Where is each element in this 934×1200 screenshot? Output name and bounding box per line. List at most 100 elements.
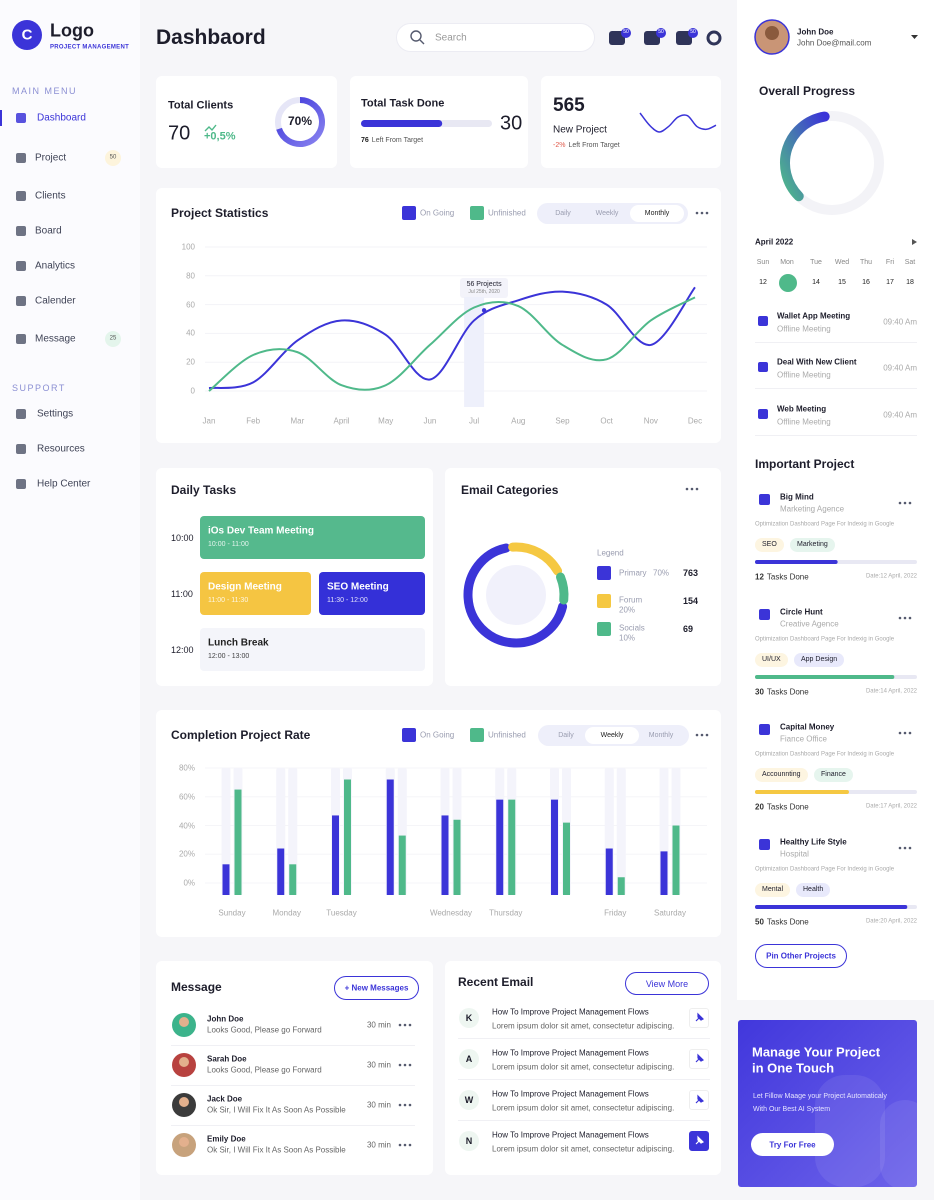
weekday: Fri xyxy=(885,258,895,266)
project-icon xyxy=(759,724,770,735)
legend-count: 763 xyxy=(683,567,699,578)
promo-text: Let Fillow Maage your Project Automatica… xyxy=(753,1092,887,1100)
calendar-date[interactable]: 12 xyxy=(759,278,767,286)
tab[interactable]: Daily xyxy=(555,209,571,217)
view-more-button[interactable] xyxy=(625,972,709,995)
project-icon xyxy=(759,609,770,620)
menu-item[interactable]: Calender xyxy=(35,295,76,307)
email-body: Lorem ipsum dolor sit amet, consectetur … xyxy=(492,1021,675,1031)
target-note: 76 Left From Target xyxy=(361,137,423,145)
menu-icon xyxy=(16,296,26,306)
task-block[interactable] xyxy=(200,628,425,671)
email-body: Lorem ipsum dolor sit amet, consectetur … xyxy=(492,1144,675,1154)
stat-title: Total Task Done xyxy=(361,97,445,110)
tasks-label: Tasks Done xyxy=(766,917,809,927)
calendar-date[interactable]: 13 xyxy=(783,278,791,286)
promo-button[interactable] xyxy=(751,1133,834,1156)
menu-item[interactable]: Dashboard xyxy=(37,112,86,124)
tab[interactable]: Monthly xyxy=(644,209,670,217)
active-indicator xyxy=(0,110,2,126)
calendar-date[interactable]: 14 xyxy=(812,278,820,286)
menu-item[interactable]: Resources xyxy=(37,443,85,455)
promo-decoration xyxy=(880,1100,930,1190)
menu-item[interactable]: Message xyxy=(35,333,76,345)
x-tick-label: Mar xyxy=(290,416,305,426)
task-block[interactable] xyxy=(319,572,425,615)
menu-title: MAIN MENU xyxy=(12,85,77,96)
tasks-number: 30 xyxy=(755,687,764,697)
tab[interactable]: Weekly xyxy=(595,209,619,217)
menu-item[interactable]: Help Center xyxy=(37,478,91,490)
menu-item[interactable]: Clients xyxy=(35,190,66,202)
tab[interactable]: Weekly xyxy=(600,731,624,739)
project-tag: SEO xyxy=(755,537,784,553)
notification-count: 50 xyxy=(690,29,696,36)
project-date: Date:12 April, 2022 xyxy=(865,573,917,580)
user-email: John Doe@mail.com xyxy=(797,38,872,48)
message-text: Ok Sir, I Will Fix It As Soon As Possibl… xyxy=(207,1105,346,1115)
project-date: Date:20 April, 2022 xyxy=(865,918,917,925)
menu-item[interactable]: Project xyxy=(35,152,67,164)
tasks-done: 50 Tasks Done xyxy=(755,917,809,926)
calendar-date[interactable]: 18 xyxy=(906,278,914,286)
menu-item[interactable]: Board xyxy=(35,225,62,237)
x-tick-label: April xyxy=(333,416,350,426)
tagline: PROJECT MANAGEMENT xyxy=(50,44,130,51)
project-date: Date:14 April, 2022 xyxy=(865,688,917,695)
tab[interactable]: Monthly xyxy=(648,731,674,739)
email-body: Lorem ipsum dolor sit amet, consectetur … xyxy=(492,1062,675,1072)
new-message-button[interactable] xyxy=(334,976,419,1000)
calendar-date[interactable]: 16 xyxy=(862,278,870,286)
separator xyxy=(171,1085,415,1086)
event-subtitle: Offline Meeting xyxy=(777,417,831,427)
tasks-number: 50 xyxy=(755,917,764,927)
y-tick-label: 40% xyxy=(178,820,195,830)
pin-projects-button[interactable] xyxy=(755,944,847,968)
calendar-date[interactable]: 17 xyxy=(886,278,894,286)
time-label: 12:00 xyxy=(171,644,194,655)
x-tick-label: Dec xyxy=(687,416,703,426)
x-tick-label: Oct xyxy=(600,416,613,426)
y-tick-label: 0 xyxy=(190,386,195,396)
task-block[interactable] xyxy=(200,516,425,559)
menu-item[interactable]: Settings xyxy=(37,408,74,420)
event-title: Wallet App Meeting xyxy=(777,311,851,321)
tab[interactable]: Daily xyxy=(558,731,574,739)
task-block[interactable] xyxy=(200,572,311,615)
notification-count: 50 xyxy=(623,29,629,36)
pin-button[interactable] xyxy=(689,1090,709,1110)
search-box[interactable] xyxy=(396,23,595,52)
gauge-value: 35% xyxy=(815,154,853,175)
card xyxy=(445,468,721,686)
x-tick-label: May xyxy=(378,416,394,426)
email-initial-circle xyxy=(459,1049,479,1069)
email-initial: K xyxy=(465,1012,473,1023)
y-tick-label: 80 xyxy=(186,271,195,281)
task-time: 11:30 - 12:00 xyxy=(327,596,368,604)
y-tick-label: 40 xyxy=(186,328,195,338)
menu-item[interactable]: Analytics xyxy=(35,260,76,272)
pin-button[interactable] xyxy=(689,1131,709,1151)
legend-count: 69 xyxy=(683,623,694,634)
progress-track xyxy=(755,560,917,564)
message-name: Sarah Doe xyxy=(207,1054,247,1064)
stat-value: 30 xyxy=(500,112,523,135)
pin-button[interactable] xyxy=(689,1008,709,1028)
promo-decoration xyxy=(815,1075,885,1187)
card xyxy=(156,961,433,1175)
message-time: 30 min xyxy=(366,1060,391,1070)
project-org: Creative Agence xyxy=(780,619,839,629)
ring-label: 70% xyxy=(287,114,313,129)
stat-value: 70 xyxy=(168,122,191,145)
card-title: Email Categories xyxy=(461,483,559,498)
menu-badge-text: 50 xyxy=(109,154,117,161)
promo-title: in One Touch xyxy=(752,1060,835,1076)
weekday: Thu xyxy=(859,258,873,266)
legend-label: Forum xyxy=(619,595,643,605)
pin-button[interactable] xyxy=(689,1049,709,1069)
calendar-date[interactable]: 15 xyxy=(838,278,846,286)
tasks-label: Tasks Done xyxy=(766,802,809,812)
tasks-done: 20 Tasks Done xyxy=(755,802,809,811)
card-title: Daily Tasks xyxy=(171,483,237,498)
